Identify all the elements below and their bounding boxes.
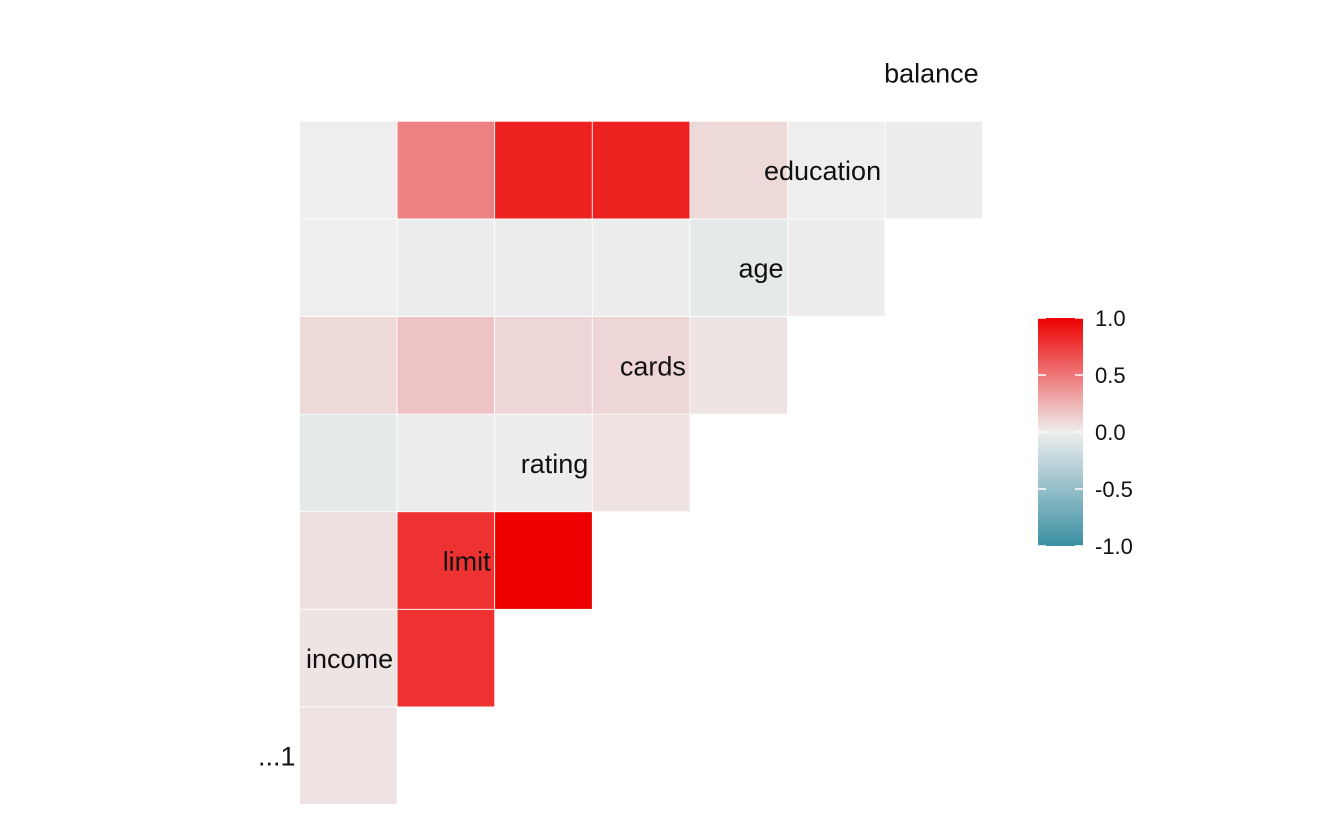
cell-education-income xyxy=(397,219,495,317)
cell-education-1 xyxy=(300,219,398,317)
cell-age-cards xyxy=(690,317,788,415)
cell-age-1 xyxy=(300,317,398,415)
cell-balance-rating xyxy=(592,121,690,219)
label-age: age xyxy=(738,254,783,284)
cell-balance-limit xyxy=(495,121,593,219)
label-cards: cards xyxy=(620,351,686,381)
cell-education-limit xyxy=(495,219,593,317)
cell-income-1 xyxy=(300,707,398,805)
label-1: ...1 xyxy=(258,742,296,772)
label-income: income xyxy=(306,644,393,674)
cell-age-income xyxy=(397,317,495,415)
cell-balance-education xyxy=(885,121,983,219)
cell-education-age xyxy=(788,219,886,317)
cell-balance-income xyxy=(397,121,495,219)
cell-age-limit xyxy=(495,317,593,415)
legend-tick-label: -1.0 xyxy=(1095,534,1133,559)
cell-rating-limit xyxy=(495,512,593,610)
cell-cards-rating xyxy=(592,414,690,512)
heatmap-cells xyxy=(300,121,983,804)
legend-tick-label: 0.0 xyxy=(1095,420,1126,445)
cell-balance-1 xyxy=(300,121,398,219)
cell-rating-1 xyxy=(300,512,398,610)
cell-cards-income xyxy=(397,414,495,512)
legend-tick-label: 0.5 xyxy=(1095,363,1126,388)
label-rating: rating xyxy=(521,449,589,479)
cell-education-rating xyxy=(592,219,690,317)
label-balance: balance xyxy=(884,59,979,89)
label-education: education xyxy=(764,156,881,186)
legend-tick-label: -0.5 xyxy=(1095,477,1133,502)
color-legend: 1.0 0.5 0.0 -0.5 -1.0 xyxy=(1038,306,1133,559)
cell-cards-1 xyxy=(300,414,398,512)
legend-tick-label: 1.0 xyxy=(1095,306,1126,331)
label-limit: limit xyxy=(443,547,491,577)
cell-limit-income xyxy=(397,609,495,707)
